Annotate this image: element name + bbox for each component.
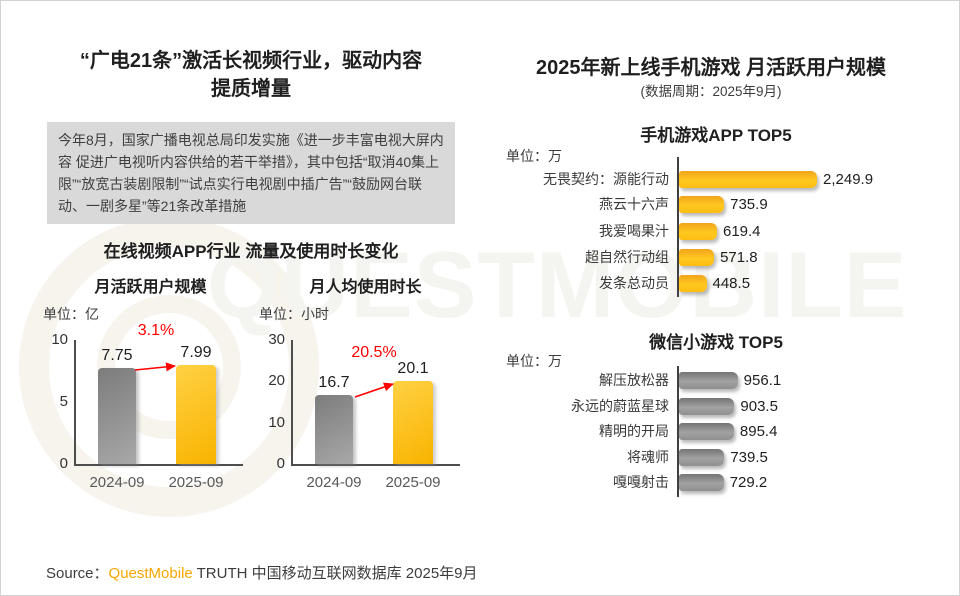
growth-rate-label: 20.5% xyxy=(351,344,397,361)
hbar-value-label: 895.4 xyxy=(739,423,778,440)
hbar-chart-wechat-games: 解压放松器 956.1 永远的蔚蓝星球 903.5 精明的开局 895.4 将魂师 739.5… xyxy=(501,366,946,497)
bar-无畏契约：源能行动 xyxy=(679,171,817,188)
hbar-row: 无畏契约：源能行动 2,249.9 xyxy=(501,170,946,188)
bar-value-label: 7.99 xyxy=(180,343,212,361)
hbar-row: 超自然行动组 571.8 xyxy=(501,248,946,266)
bar-value-label: 16.7 xyxy=(318,373,350,391)
bar-2025-09 xyxy=(176,364,216,464)
hbar-category-label: 超自然行动组 xyxy=(585,249,669,265)
chart-title-mau: 月活跃用户规模 xyxy=(94,279,207,296)
left-title-line2: 提质增量 xyxy=(211,78,291,100)
hbar-chart-mobile-games: 无畏契约：源能行动 2,249.9 燕云十六声 735.9 我爱喝果汁 619.4 超自然行… xyxy=(501,157,946,297)
hbar-row: 解压放松器 956.1 xyxy=(501,371,946,389)
bar-燕云十六声 xyxy=(679,196,725,213)
source-label: Source： xyxy=(46,565,109,582)
right-title: 2025年新上线手机游戏 月活跃用户规模 xyxy=(535,57,887,79)
hbar-category-label: 解压放松器 xyxy=(599,372,669,388)
column-chart-duration: 0 10 20 30 16.7 2024-09 20.1 2025-09 20.5% xyxy=(268,331,460,491)
hbar-value-label: 571.8 xyxy=(720,249,758,266)
chart-title-duration: 月人均使用时长 xyxy=(309,279,422,296)
y-axis-tick-label: 0 xyxy=(59,455,68,472)
unit-label-mobile-games: 单位：万 xyxy=(506,148,562,164)
chart-title-wechat-games: 微信小游戏 TOP5 xyxy=(649,333,783,352)
bar-2025-09 xyxy=(393,380,433,464)
hbar-value-label: 735.9 xyxy=(730,196,768,213)
hbar-category-label: 发条总动员 xyxy=(599,275,669,291)
bar-value-label: 20.1 xyxy=(397,359,429,377)
source-line: Source：QuestMobile TRUTH 中国移动互联网数据库 2025… xyxy=(46,562,478,583)
growth-arrow-icon xyxy=(134,362,176,372)
hbar-category-label: 无畏契约：源能行动 xyxy=(543,171,669,187)
y-axis-tick-label: 20 xyxy=(268,372,285,390)
hbar-value-label: 448.5 xyxy=(712,275,751,292)
hbar-category-label: 燕云十六声 xyxy=(599,196,669,212)
growth-rate-label: 3.1% xyxy=(137,322,175,339)
hbar-value-label: 729.2 xyxy=(729,474,768,491)
growth-arrow-icon xyxy=(354,382,394,398)
bar-永远的蔚蓝星球 xyxy=(679,398,735,415)
right-subtitle: (数据周期：2025年9月) xyxy=(640,84,782,99)
x-axis-category-label: 2024-09 xyxy=(306,474,362,491)
unit-label-duration: 单位：小时 xyxy=(259,306,329,322)
policy-note-box: 今年8月，国家广播电视总局印发实施《进一步丰富电视大屏内容 促进广电视听内容供给… xyxy=(47,122,455,224)
hbar-category-label: 将魂师 xyxy=(627,449,669,465)
bar-将魂师 xyxy=(679,449,725,466)
source-rest: TRUTH 中国移动互联网数据库 2025年9月 xyxy=(192,565,478,582)
x-axis-category-label: 2024-09 xyxy=(89,474,145,491)
hbar-row: 发条总动员 448.5 xyxy=(501,274,946,292)
y-axis-tick-label: 5 xyxy=(59,393,68,410)
hbar-row: 燕云十六声 735.9 xyxy=(501,195,946,213)
x-axis-category-label: 2025-09 xyxy=(385,474,441,491)
y-axis-tick-label: 10 xyxy=(51,331,68,348)
bar-我爱喝果汁 xyxy=(679,223,717,240)
bar-解压放松器 xyxy=(679,372,738,389)
bar-2024-09 xyxy=(98,367,136,464)
left-title: “广电21条”激活长视频行业，驱动内容 提质增量 xyxy=(41,47,461,103)
y-axis-tick-label: 10 xyxy=(268,413,285,431)
hbar-row: 精明的开局 895.4 xyxy=(501,422,946,440)
chart-title-mobile-games: 手机游戏APP TOP5 xyxy=(640,126,792,145)
bar-超自然行动组 xyxy=(679,249,715,266)
column-chart-mau: 0 5 10 7.75 2024-09 7.99 2025-09 3.1% xyxy=(51,322,243,491)
y-axis-tick-label: 30 xyxy=(268,331,285,348)
bar-value-label: 7.75 xyxy=(101,346,133,364)
hbar-category-label: 永远的蔚蓝星球 xyxy=(571,398,669,414)
unit-label-wechat-games: 单位：万 xyxy=(506,353,562,369)
hbar-row: 我爱喝果汁 619.4 xyxy=(501,222,946,240)
y-axis-tick-label: 0 xyxy=(276,455,285,472)
y-axis-line xyxy=(677,366,679,497)
hbar-row: 永远的蔚蓝星球 903.5 xyxy=(501,397,946,415)
bar-发条总动员 xyxy=(679,275,707,292)
bar-嘎嘎射击 xyxy=(679,474,724,491)
hbar-value-label: 739.5 xyxy=(730,449,768,466)
unit-label-mau: 单位：亿 xyxy=(43,306,99,322)
watermark-text: QUESTMOBILE xyxy=(207,232,908,337)
bar-2024-09 xyxy=(315,394,353,464)
hbar-category-label: 精明的开局 xyxy=(599,423,669,439)
hbar-row: 将魂师 739.5 xyxy=(501,448,946,466)
hbar-value-label: 619.4 xyxy=(722,223,761,240)
hbar-row: 嘎嘎射击 729.2 xyxy=(501,473,946,491)
hbar-value-label: 2,249.9 xyxy=(823,171,874,188)
left-section-title: 在线视频APP行业 流量及使用时长变化 xyxy=(103,242,399,261)
hbar-category-label: 嘎嘎射击 xyxy=(613,474,669,490)
bar-精明的开局 xyxy=(679,423,734,440)
hbar-value-label: 956.1 xyxy=(743,372,782,389)
left-title-line1: “广电21条”激活长视频行业，驱动内容 xyxy=(79,50,423,72)
hbar-category-label: 我爱喝果汁 xyxy=(599,223,669,239)
source-brand: QuestMobile xyxy=(108,565,193,582)
y-axis-line xyxy=(677,157,679,297)
hbar-value-label: 903.5 xyxy=(740,398,778,415)
x-axis-category-label: 2025-09 xyxy=(168,474,224,491)
